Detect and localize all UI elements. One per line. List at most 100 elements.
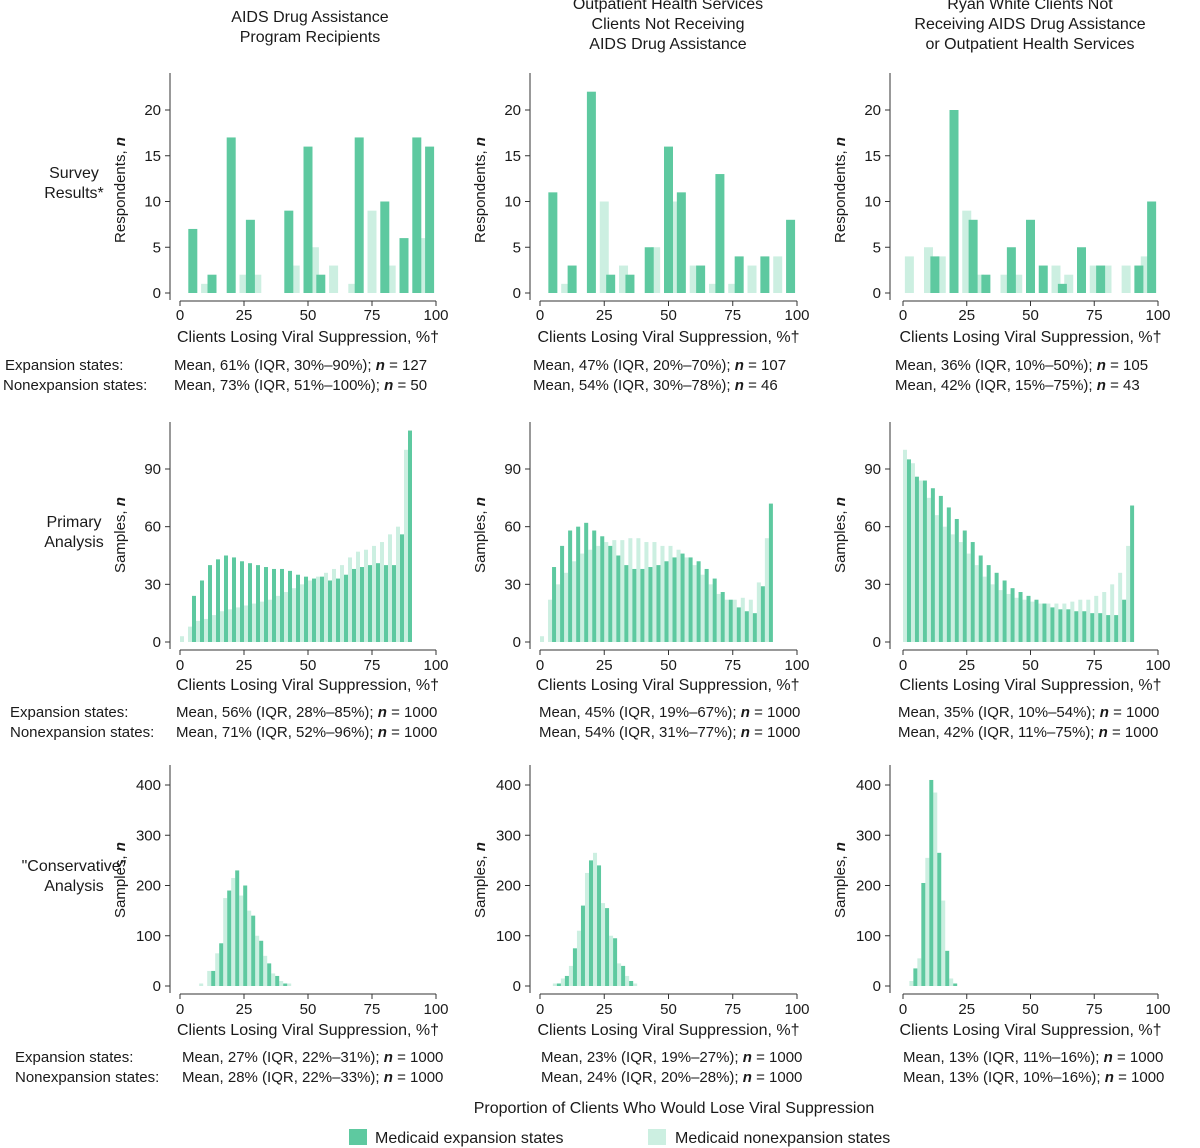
stat-value: Mean, 27% (IQR, 22%–31%); n = 1000 bbox=[182, 1049, 443, 1066]
bar-nonexpansion bbox=[949, 978, 954, 986]
bar-nonexpansion bbox=[990, 584, 995, 642]
bar-nonexpansion bbox=[619, 265, 629, 293]
bar-expansion bbox=[288, 570, 292, 642]
x-axis-label: Clients Losing Viral Suppression, %† bbox=[177, 677, 439, 694]
bar-expansion bbox=[1042, 603, 1047, 642]
bar-expansion bbox=[1002, 580, 1007, 642]
bar-nonexpansion bbox=[918, 480, 923, 642]
bar-expansion bbox=[644, 247, 654, 293]
stat-label: Nonexpansion states: bbox=[15, 1069, 159, 1086]
bar-expansion bbox=[680, 553, 685, 642]
stat-suffix: = 1000 bbox=[752, 1069, 802, 1086]
x-tick-label: 100 bbox=[423, 657, 448, 674]
row-label: Analysis bbox=[44, 878, 104, 895]
bar-nonexpansion bbox=[1086, 599, 1091, 642]
column-title: or Outpatient Health Services bbox=[926, 36, 1135, 53]
bar-nonexpansion bbox=[236, 607, 240, 642]
x-tick-label: 100 bbox=[1145, 657, 1170, 674]
bar-expansion bbox=[672, 557, 677, 642]
y-tick-label: 400 bbox=[856, 777, 881, 794]
x-tick-label: 75 bbox=[364, 1001, 381, 1018]
bar-expansion bbox=[580, 905, 585, 986]
bar-expansion bbox=[328, 580, 332, 642]
bar-expansion bbox=[712, 578, 717, 642]
stat-n: n bbox=[735, 357, 744, 374]
bar-nonexpansion bbox=[689, 265, 699, 293]
column-title: AIDS Drug Assistance bbox=[231, 9, 389, 26]
bar-nonexpansion bbox=[609, 935, 614, 986]
bar-expansion bbox=[267, 963, 272, 986]
stat-prefix: Mean, 47% (IQR, 20%–70%); bbox=[533, 357, 735, 374]
x-tick-label: 25 bbox=[236, 307, 253, 324]
chart-panel: 0 30 60 90 Samples, n 0 25 50 75 100 Clients Losin… bbox=[472, 422, 810, 741]
y-tick-label: 400 bbox=[496, 777, 521, 794]
bar-nonexpansion bbox=[934, 515, 939, 642]
x-axis-label: Clients Losing Viral Suppression, %† bbox=[537, 329, 799, 346]
stat-n: n bbox=[378, 724, 387, 741]
y-tick-label: 0 bbox=[873, 978, 881, 995]
x-tick-label: 50 bbox=[300, 657, 317, 674]
x-tick-label: 0 bbox=[536, 307, 544, 324]
x-tick-label: 75 bbox=[364, 657, 381, 674]
x-tick-label: 25 bbox=[958, 307, 975, 324]
y-tick-label: 20 bbox=[144, 102, 161, 119]
y-tick-label: 200 bbox=[496, 878, 521, 895]
y-axis-label: Respondents, n bbox=[112, 137, 129, 243]
bar-expansion bbox=[728, 599, 733, 642]
bar-expansion bbox=[906, 459, 911, 642]
stat-value: Mean, 54% (IQR, 30%–78%); n = 46 bbox=[533, 377, 778, 394]
bar-nonexpansion bbox=[584, 872, 589, 986]
y-tick-label: 300 bbox=[496, 827, 521, 844]
bar-nonexpansion bbox=[966, 553, 971, 642]
bar-nonexpansion bbox=[1140, 256, 1150, 293]
bar-expansion bbox=[1050, 607, 1055, 642]
bar-nonexpansion bbox=[1094, 595, 1099, 642]
stat-n: n bbox=[384, 1069, 393, 1086]
bar-expansion bbox=[259, 940, 264, 986]
bar-nonexpansion bbox=[560, 978, 565, 986]
legend-swatch-nonexpansion bbox=[648, 1129, 666, 1145]
bar-expansion bbox=[354, 137, 364, 293]
bar-nonexpansion bbox=[348, 557, 352, 642]
bar-expansion bbox=[760, 586, 765, 642]
bar-nonexpansion bbox=[540, 636, 545, 642]
bar-expansion bbox=[938, 495, 943, 642]
bar-expansion bbox=[994, 572, 999, 642]
bar-nonexpansion bbox=[564, 572, 569, 642]
stat-suffix: = 127 bbox=[385, 357, 427, 374]
x-tick-label: 75 bbox=[724, 1001, 741, 1018]
bar-nonexpansion bbox=[404, 449, 408, 642]
bar-expansion bbox=[914, 476, 919, 642]
bar-nonexpansion bbox=[348, 283, 358, 293]
chart-panel: 0 5 10 15 20 Respondents, n 0 25 50 75 100 Clients … bbox=[3, 73, 449, 394]
column-title: Ryan White Clients Not bbox=[947, 0, 1113, 13]
bar-nonexpansion bbox=[975, 274, 984, 293]
bar-expansion bbox=[962, 530, 967, 642]
bar-nonexpansion bbox=[1038, 603, 1043, 642]
bar-expansion bbox=[606, 274, 616, 293]
x-tick-label: 100 bbox=[423, 307, 448, 324]
bar-nonexpansion bbox=[925, 857, 930, 986]
bar-expansion bbox=[284, 210, 294, 293]
stat-suffix: = 1000 bbox=[393, 1049, 443, 1066]
bar-nonexpansion bbox=[300, 584, 304, 642]
x-tick-label: 0 bbox=[176, 307, 184, 324]
x-axis-label: Clients Losing Viral Suppression, %† bbox=[899, 677, 1161, 694]
chart-panel: 0 5 10 15 20 Respondents, n 0 25 50 75 100 Clients … bbox=[472, 73, 810, 394]
bar-nonexpansion bbox=[747, 265, 757, 293]
bar-nonexpansion bbox=[196, 620, 200, 642]
bar-nonexpansion bbox=[1000, 274, 1010, 293]
bar-expansion bbox=[344, 574, 348, 642]
y-axis-label: Respondents, n bbox=[472, 137, 489, 243]
stat-n: n bbox=[743, 1049, 752, 1066]
bar-nonexpansion bbox=[212, 615, 216, 642]
stat-suffix: = 1000 bbox=[752, 1049, 802, 1066]
bar-nonexpansion bbox=[620, 540, 625, 642]
stat-prefix: Mean, 61% (IQR, 30%–90%); bbox=[174, 357, 376, 374]
bar-nonexpansion bbox=[588, 549, 593, 642]
x-tick-label: 75 bbox=[364, 307, 381, 324]
bar-expansion bbox=[240, 561, 244, 642]
bar-nonexpansion bbox=[380, 542, 384, 642]
bar-nonexpansion bbox=[223, 898, 228, 986]
chart-panel: 0 100 200 300 400 Samples, n 0 25 50 75 100 Clients… bbox=[15, 765, 449, 1086]
